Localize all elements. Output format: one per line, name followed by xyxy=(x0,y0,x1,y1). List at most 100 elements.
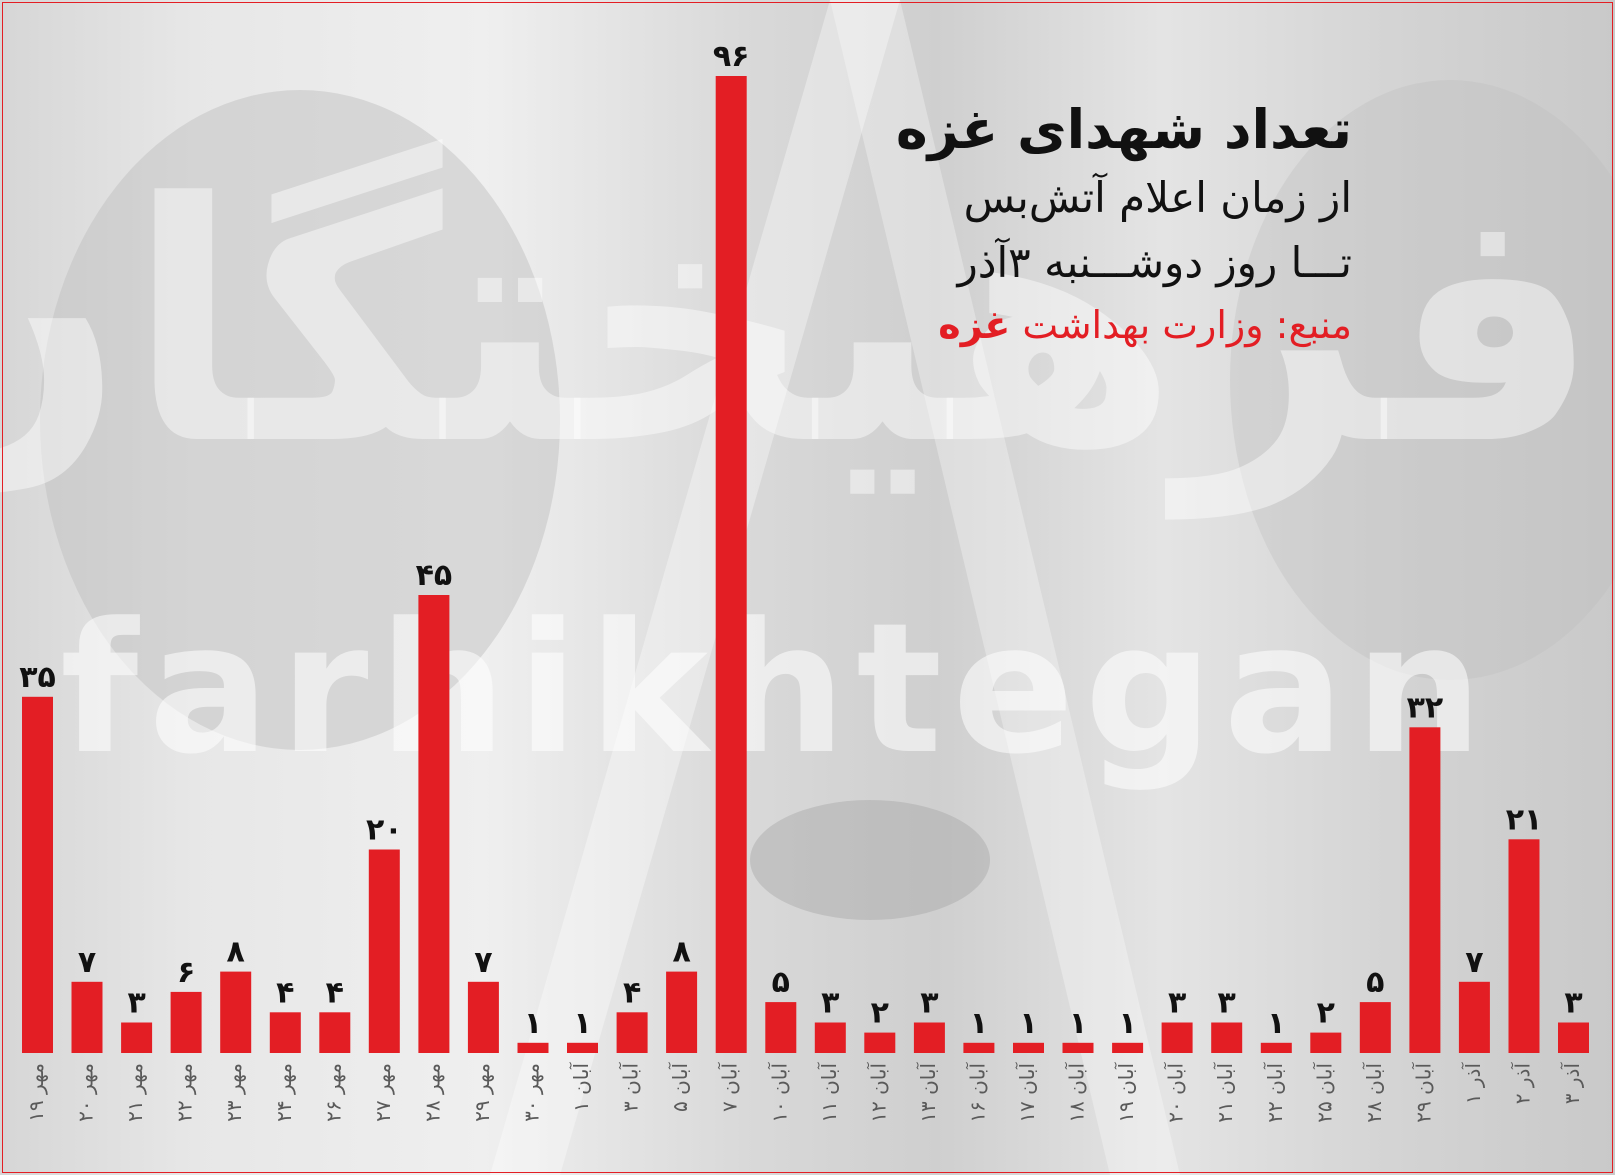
x-tick-label: ۱۱ آبان xyxy=(816,1062,841,1123)
bar xyxy=(1260,1042,1292,1053)
bar xyxy=(418,595,450,1053)
bar-value-label: ۳۲ xyxy=(1407,690,1444,725)
x-tick-label: ۲۵ آبان xyxy=(1311,1062,1336,1123)
logo-stroke-left xyxy=(490,0,900,1175)
x-tick-label: ۲۰ مهر xyxy=(74,1063,98,1122)
chart-title: تعداد شهدای غزه xyxy=(895,98,1352,161)
bar xyxy=(121,1022,153,1053)
photo-figure-face xyxy=(40,90,560,750)
bar xyxy=(1558,1022,1589,1053)
bar xyxy=(71,981,103,1053)
x-tick-label: ۳ آبان xyxy=(618,1062,643,1112)
bar-value-label: ۶ xyxy=(177,955,195,990)
bar xyxy=(864,1032,896,1053)
bar xyxy=(170,991,202,1053)
bar-value-label: ۳ xyxy=(1564,986,1582,1021)
bar-value-label: ۴ xyxy=(276,975,294,1010)
x-tick-label: ۲۲ آبان xyxy=(1262,1062,1287,1123)
x-tick-label: ۱۳ آبان xyxy=(915,1062,940,1123)
bar xyxy=(517,1042,549,1053)
bar xyxy=(1458,981,1490,1053)
bar xyxy=(269,1012,301,1053)
bar xyxy=(666,971,698,1053)
bar xyxy=(1409,727,1441,1053)
x-tick-label: ۲ آذر xyxy=(1510,1062,1535,1105)
bar-value-label: ۳ xyxy=(920,986,938,1021)
bars-group xyxy=(22,76,1589,1053)
photo-figure-right xyxy=(1230,80,1615,680)
x-tick-label: ۱۲ آبان xyxy=(865,1062,890,1123)
bar-value-label: ۵ xyxy=(1366,965,1384,1000)
x-tick-label: ۱۹ مهر xyxy=(24,1063,48,1122)
bar-value-label: ۱ xyxy=(970,1006,988,1041)
bar-value-label: ۲ xyxy=(1317,996,1335,1031)
bar xyxy=(814,1022,846,1053)
source-emphasis: غزه xyxy=(938,303,1011,348)
bar-value-label: ۸ xyxy=(227,935,245,970)
bar-value-label: ۲۱ xyxy=(1506,802,1543,837)
bar xyxy=(765,1002,797,1053)
x-tick-label: ۲۴ مهر xyxy=(272,1063,296,1122)
bar xyxy=(1310,1032,1342,1053)
bar-value-label: ۱ xyxy=(1267,1006,1285,1041)
source-line: منبع: وزارت بهداشت غزه xyxy=(896,295,1352,356)
x-tick-label: ۱۹ آبان xyxy=(1113,1062,1138,1123)
bar xyxy=(1508,839,1540,1053)
photo-bicycle xyxy=(750,800,990,920)
bar-value-label: ۵ xyxy=(772,965,790,1000)
bar xyxy=(913,1022,945,1053)
x-tick-label: ۲۱ مهر xyxy=(123,1063,147,1122)
bar xyxy=(715,76,747,1053)
bar xyxy=(963,1042,995,1053)
x-tick-label: ۲۸ آبان xyxy=(1361,1062,1386,1123)
bar xyxy=(467,981,499,1053)
bar-value-label: ۴ xyxy=(623,975,641,1010)
bar-value-label: ۸ xyxy=(672,935,690,970)
x-tick-label: ۲۷ مهر xyxy=(371,1063,395,1122)
bar xyxy=(319,1012,351,1053)
bar-value-label: ۲۰ xyxy=(366,813,403,848)
watermark-latin-logo: farhikhtegan xyxy=(60,585,1493,794)
bar xyxy=(1013,1042,1044,1053)
bar-value-label: ۹۶ xyxy=(713,39,750,74)
subtitle-line-1: از زمان اعلام آتش‌بس xyxy=(963,173,1352,223)
x-tick-label: ۲۳ مهر xyxy=(222,1063,246,1122)
x-tick-label: ۲۹ آبان xyxy=(1410,1062,1435,1123)
x-tick-label: ۳۰ مهر xyxy=(520,1063,544,1122)
subtitle-line-2: تـــا روز دوشـــنبه ۳آذر xyxy=(957,238,1352,288)
bar-value-label: ۳ xyxy=(1218,986,1236,1021)
x-tick-label: ۲۹ مهر xyxy=(470,1063,494,1122)
bar-value-label: ۷ xyxy=(78,945,96,980)
x-tick-label: ۱۰ آبان xyxy=(766,1062,791,1123)
bar-value-label: ۱ xyxy=(1019,1006,1037,1041)
bar-value-label: ۳۵ xyxy=(19,660,56,695)
bar xyxy=(1062,1042,1094,1053)
title-block: تعداد شهدای غزه از زمان اعلام آتش‌بس تــ… xyxy=(896,95,1352,356)
bar-value-label: ۴ xyxy=(326,975,344,1010)
x-tick-label: ۱ آذر xyxy=(1460,1062,1485,1105)
bar xyxy=(220,971,252,1053)
x-tick-label: ۳ آذر xyxy=(1559,1062,1584,1105)
bar-value-label: ۳ xyxy=(821,986,839,1021)
x-tick-label: ۱ آبان xyxy=(568,1062,593,1112)
x-tick-label: ۲۶ مهر xyxy=(321,1063,345,1122)
bar-value-label: ۷ xyxy=(1465,945,1483,980)
bar xyxy=(1112,1042,1144,1053)
bar xyxy=(1211,1022,1243,1053)
x-tick-label: ۱۶ آبان xyxy=(964,1062,989,1123)
bar-value-label: ۱ xyxy=(524,1006,542,1041)
bar-value-label: ۴۵ xyxy=(416,558,453,593)
bar-value-label: ۱ xyxy=(1118,1006,1136,1041)
bar xyxy=(1161,1022,1193,1053)
bar-value-label: ۱ xyxy=(1069,1006,1087,1041)
bar-value-label: ۲ xyxy=(871,996,889,1031)
x-tick-label: ۵ آبان xyxy=(667,1062,692,1112)
x-tick-label: ۱۷ آبان xyxy=(1014,1062,1039,1123)
bar xyxy=(1359,1002,1391,1053)
x-tick-labels-group: ۱۹ مهر ۲۰ مهر ۲۱ مهر ۲۲ مهر ۲۳ مهر ۲۴ مهر ۲۶ م… xyxy=(24,1062,1584,1123)
bar-value-label: ۳ xyxy=(127,986,145,1021)
